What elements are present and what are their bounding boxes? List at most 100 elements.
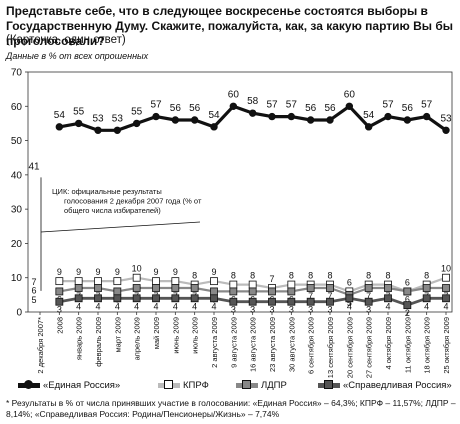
data-point [287,112,296,121]
y-tick-label: 60 [11,102,23,113]
chart-title: Представьте себе, что в следующее воскре… [6,4,454,48]
data-point [384,284,392,292]
data-label: 8 [192,271,197,281]
x-tick-label: 27 сентября 2009 [365,317,374,378]
data-point [442,126,450,134]
data-label: 8 [327,271,332,281]
units-note: Данные в % от всех опрошенных [6,51,149,61]
x-tick-label: 2 декабря 2007* [36,317,45,374]
data-label: 57 [421,100,433,111]
data-label: 54 [208,110,220,121]
data-point [287,297,296,306]
data-point [248,109,257,117]
data-label: 4 [192,301,197,311]
y-tick-label: 30 [11,205,23,216]
data-point [306,116,315,124]
data-point [171,284,180,292]
data-label: 8 [289,271,294,281]
x-tick-label: июль 2009 [191,317,200,354]
data-label: 4 [347,301,352,311]
legend-label: «Единая Россия» [43,380,121,391]
x-tick-label: 6 сентября 2009 [307,317,316,374]
data-label: 6 [405,277,410,287]
data-label: 4 [76,301,81,311]
x-tick-label: 30 августа 2009 [287,317,296,372]
data-label: 9 [95,267,100,277]
data-point [210,294,218,303]
data-point [442,294,450,303]
legend-item-edinaya-rossiya: «Единая Россия» [18,380,120,391]
data-point [442,273,450,282]
data-point [229,280,238,289]
data-point [364,284,373,292]
data-label: 8 [308,271,313,281]
data-label: 8 [424,271,429,281]
data-label: 7 [31,277,36,287]
data-point [55,297,64,306]
data-point [113,294,122,303]
data-point [94,294,102,303]
data-point [364,123,373,131]
x-tick-label: 13 сентября 2009 [326,317,335,378]
data-label: 8 [250,271,255,281]
data-label: 4 [153,301,158,311]
data-point [132,294,141,303]
data-label: 5 [31,295,36,305]
data-label: 9 [115,267,120,277]
y-tick-label: 10 [11,273,23,284]
data-label: 3 [269,305,274,315]
data-point [190,116,199,124]
footnote: * Результаты в % от числа принявших учас… [6,398,456,419]
y-tick-label: 70 [11,68,23,79]
data-point [326,116,334,124]
data-label: 2 [405,308,410,318]
data-label: 4 [95,301,100,311]
data-label: 54 [363,110,375,121]
data-point [403,116,412,124]
data-label: 41 [28,161,40,172]
data-label: 4 [211,301,216,311]
data-point [306,297,315,306]
x-tick-label: июнь 2009 [171,317,180,354]
y-tick-label: 20 [11,239,23,250]
annotation-text: ЦИК: официальные результаты голосования 2… [52,187,202,215]
data-point [55,287,64,296]
x-tick-label: февраль 2009 [94,317,103,367]
data-label: 4 [385,301,390,311]
plot-frame [27,71,453,313]
data-label: 9 [153,267,158,277]
legend-swatch [236,380,258,389]
data-label: 4 [173,301,178,311]
data-label: 3 [366,305,371,315]
data-label: 9 [76,267,81,277]
data-point [152,284,160,292]
data-label: 58 [247,96,259,107]
data-point [171,116,180,124]
data-label: 57 [382,100,394,111]
x-tick-label: 2 августа 2009 [210,317,219,368]
legend-swatch [158,380,180,389]
data-point [113,277,122,286]
data-label: 53 [112,113,124,124]
legend-swatch [318,380,340,389]
data-point [210,123,218,131]
data-point [422,112,431,121]
data-point [74,277,83,286]
data-point [364,297,373,306]
data-point [345,294,354,303]
data-label: 8 [366,271,371,281]
data-label: 3 [327,305,332,315]
data-label: 53 [440,113,452,124]
data-point [229,102,238,110]
data-point [94,126,102,134]
legend-label: «Справедливая Россия» [343,380,452,391]
data-point [345,102,354,110]
data-label: 56 [402,103,414,114]
data-point [229,287,238,296]
data-point [55,277,64,286]
data-point [442,284,450,292]
data-point [248,287,257,296]
legend-swatch [18,380,40,389]
data-point [74,294,83,303]
data-point [210,277,218,286]
